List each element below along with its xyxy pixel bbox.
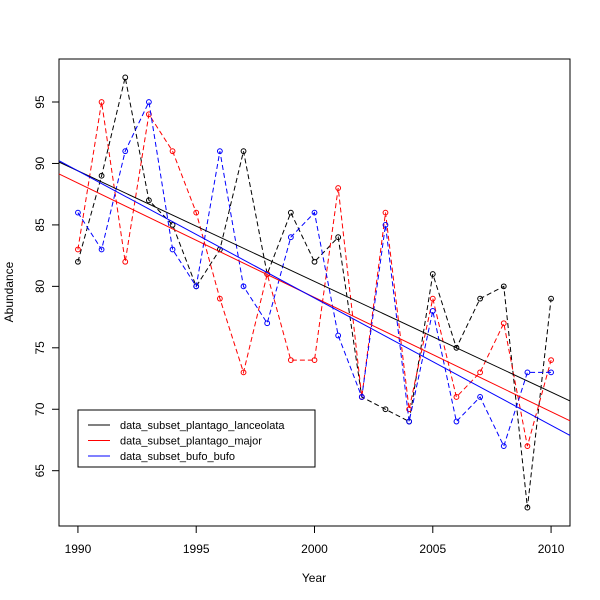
y-tick-label: 75: [33, 341, 47, 355]
legend-label: data_subset_bufo_bufo: [120, 451, 235, 463]
legend-label: data_subset_plantago_lanceolata: [120, 420, 285, 432]
x-tick-label: 1990: [65, 542, 92, 556]
y-tick-label: 85: [33, 218, 47, 232]
y-tick-label: 70: [33, 402, 47, 416]
x-tick-label: 2000: [301, 542, 328, 556]
x-tick-label: 1995: [183, 542, 210, 556]
chart: 1990 1995 2000 2005 2010 65 70 75 80 85 90 95 Year…: [0, 0, 600, 600]
x-tick-label: 2005: [419, 542, 446, 556]
y-tick-label: 65: [33, 464, 47, 478]
y-tick-label: 80: [33, 279, 47, 293]
legend-label: data_subset_plantago_major: [120, 436, 262, 448]
chart-background: [0, 0, 600, 600]
legend: data_subset_plantago_lanceolata data_subs…: [78, 410, 315, 467]
y-tick-label: 95: [33, 95, 47, 109]
y-tick-label: 90: [33, 156, 47, 170]
x-axis-label: Year: [302, 571, 326, 585]
y-axis-label: Abundance: [2, 261, 16, 322]
x-tick-label: 2010: [538, 542, 565, 556]
